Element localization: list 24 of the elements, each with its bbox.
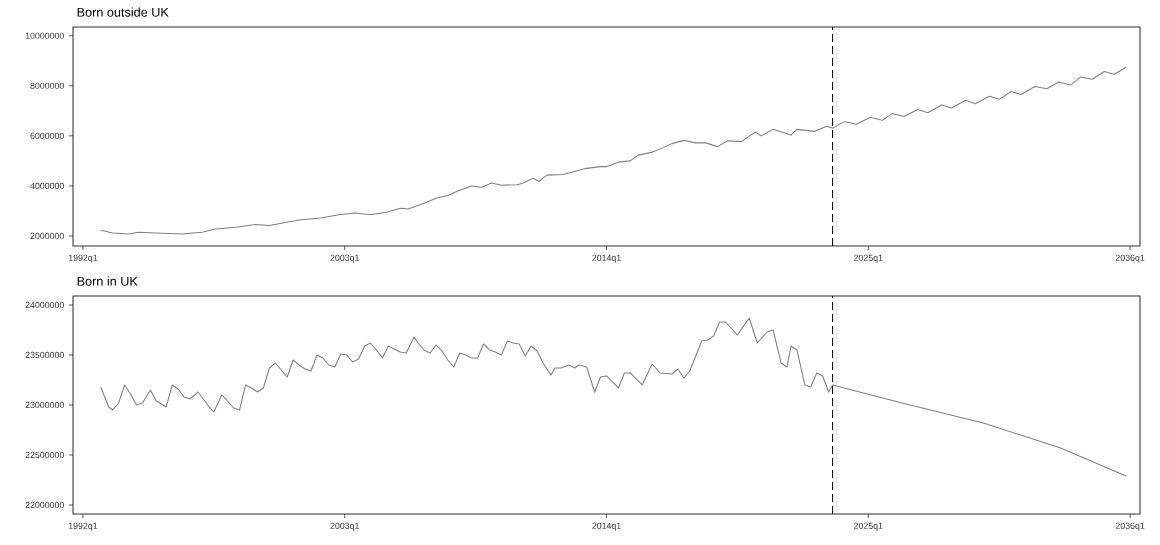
y-tick-label: 8000000	[30, 82, 64, 89]
x-tick-label: 2014q1	[592, 254, 621, 263]
chart-title: Born in UK	[77, 276, 138, 286]
x-tick-label: 2014q1	[592, 522, 621, 531]
line-series	[100, 317, 1127, 477]
x-tick-label: 2003q1	[330, 522, 359, 531]
y-tick-label: 22000000	[25, 501, 64, 509]
line-series	[100, 66, 1127, 235]
y-tick-label: 23000000	[25, 401, 64, 409]
x-tick-label: 2025q1	[854, 254, 883, 263]
y-tick-label: 22500000	[25, 451, 64, 459]
y-tick-label: 10000000	[25, 32, 64, 39]
x-tick-label: 2036q1	[1115, 254, 1145, 263]
y-tick-label: 23500000	[25, 351, 64, 359]
y-tick-label: 24000000	[25, 301, 64, 309]
x-tick-label: 1992q1	[68, 522, 98, 531]
y-tick-label: 6000000	[30, 132, 64, 139]
y-tick-label: 4000000	[30, 182, 64, 190]
x-tick-label: 1992q1	[68, 254, 98, 263]
x-tick-label: 2003q1	[330, 254, 359, 263]
x-tick-label: 2025q1	[854, 522, 883, 531]
x-tick-label: 2036q1	[1115, 522, 1145, 531]
chart-title: Born outside UK	[77, 7, 169, 17]
y-tick-label: 2000000	[30, 232, 64, 240]
